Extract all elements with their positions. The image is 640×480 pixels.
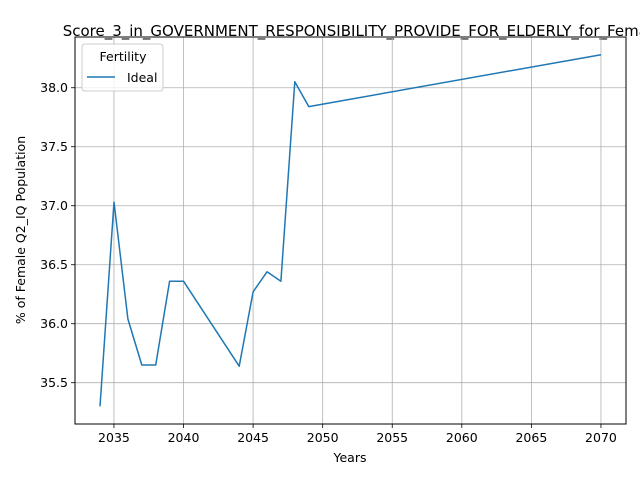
- grid-lines: [75, 37, 626, 424]
- y-tick-label: 35.5: [40, 375, 68, 390]
- y-tick-label: 38.0: [40, 80, 68, 95]
- x-tick-label: 2040: [168, 430, 200, 445]
- y-tick-label: 36.0: [40, 316, 68, 331]
- x-tick-label: 2050: [307, 430, 339, 445]
- x-tick-label: 2035: [98, 430, 130, 445]
- legend-box: [81, 43, 164, 92]
- x-axis-label: Years: [333, 450, 367, 465]
- legend-entry-ideal: Ideal: [127, 70, 157, 85]
- y-tick-label: 37.0: [40, 198, 68, 213]
- x-tick-label: 2045: [237, 430, 269, 445]
- legend: Fertility Ideal: [81, 43, 164, 92]
- x-tick-label: 2055: [376, 430, 408, 445]
- plot-series: [99, 53, 602, 407]
- x-tick-label: 2060: [446, 430, 478, 445]
- chart-title: Score_3_in_GOVERNMENT_RESPONSIBILITY_PRO…: [63, 22, 640, 41]
- x-tick-label: 2070: [585, 430, 617, 445]
- x-axis-ticks: 2035 2040 2045 2050 2055 2060 2065 2070: [98, 424, 617, 445]
- series-line-ideal: [99, 53, 602, 407]
- y-axis-ticks: 35.5 36.0 36.5 37.0 37.5 38.0: [40, 80, 75, 390]
- legend-title: Fertility: [100, 49, 148, 64]
- y-axis-label: % of Female Q2_IQ Population: [13, 136, 28, 324]
- plot-frame: [74, 36, 627, 425]
- x-tick-label: 2065: [515, 430, 547, 445]
- y-tick-label: 37.5: [40, 139, 68, 154]
- y-tick-label: 36.5: [40, 257, 68, 272]
